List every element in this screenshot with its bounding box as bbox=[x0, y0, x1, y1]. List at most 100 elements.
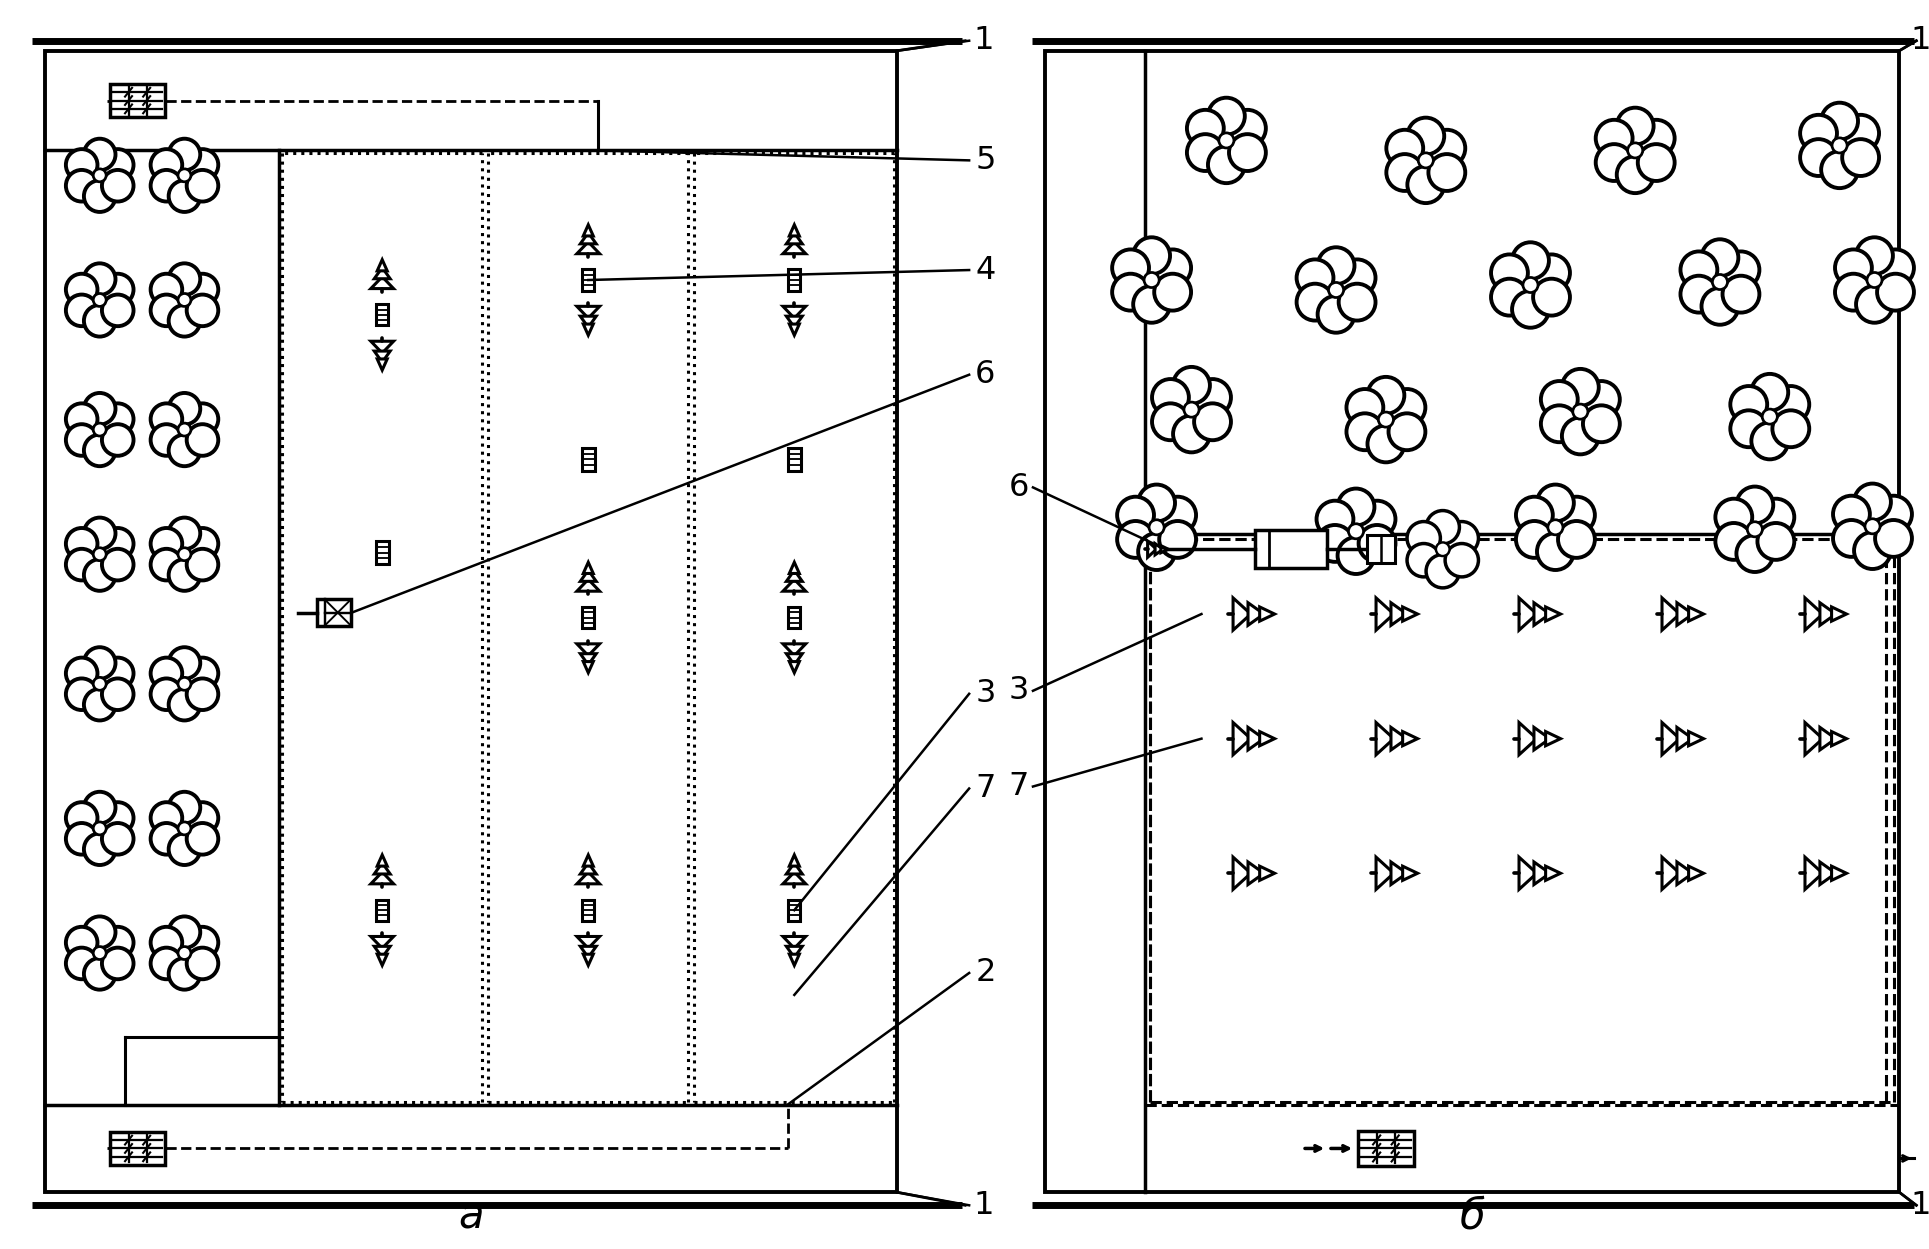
Polygon shape bbox=[1148, 541, 1157, 557]
Circle shape bbox=[66, 658, 98, 689]
Circle shape bbox=[187, 149, 218, 181]
Circle shape bbox=[168, 139, 201, 170]
Circle shape bbox=[1159, 497, 1196, 533]
Circle shape bbox=[1877, 250, 1914, 286]
Polygon shape bbox=[1391, 727, 1406, 749]
Polygon shape bbox=[1375, 722, 1395, 754]
Circle shape bbox=[102, 528, 133, 560]
Circle shape bbox=[1406, 522, 1441, 555]
Circle shape bbox=[187, 927, 218, 958]
Polygon shape bbox=[581, 232, 596, 244]
Circle shape bbox=[1512, 242, 1549, 279]
Polygon shape bbox=[1819, 603, 1836, 626]
Polygon shape bbox=[789, 562, 799, 573]
Circle shape bbox=[1763, 410, 1777, 425]
Polygon shape bbox=[783, 872, 806, 884]
Circle shape bbox=[1541, 406, 1578, 442]
Polygon shape bbox=[1375, 598, 1395, 631]
Circle shape bbox=[1723, 276, 1759, 312]
Circle shape bbox=[1752, 422, 1788, 460]
Circle shape bbox=[1427, 154, 1466, 191]
Circle shape bbox=[66, 425, 98, 456]
Circle shape bbox=[1757, 523, 1794, 560]
Circle shape bbox=[102, 927, 133, 958]
Circle shape bbox=[1723, 251, 1759, 289]
Circle shape bbox=[168, 958, 201, 989]
Polygon shape bbox=[378, 954, 388, 965]
Circle shape bbox=[187, 823, 218, 854]
Circle shape bbox=[85, 435, 116, 466]
Circle shape bbox=[1186, 110, 1223, 146]
Polygon shape bbox=[370, 937, 394, 948]
Polygon shape bbox=[378, 854, 388, 866]
Circle shape bbox=[1208, 97, 1244, 135]
Circle shape bbox=[1296, 260, 1333, 296]
Polygon shape bbox=[1545, 866, 1561, 881]
Bar bbox=[787, 448, 801, 471]
Circle shape bbox=[1638, 144, 1674, 181]
Polygon shape bbox=[370, 277, 394, 289]
Circle shape bbox=[1680, 251, 1717, 289]
Circle shape bbox=[150, 149, 181, 181]
Circle shape bbox=[168, 647, 201, 678]
Text: 1: 1 bbox=[1910, 1190, 1929, 1220]
Polygon shape bbox=[374, 947, 390, 958]
Text: а: а bbox=[459, 1195, 484, 1238]
Circle shape bbox=[1595, 144, 1632, 181]
Polygon shape bbox=[1233, 722, 1250, 754]
Circle shape bbox=[1730, 411, 1767, 447]
Circle shape bbox=[1159, 521, 1196, 558]
Text: 3: 3 bbox=[1009, 676, 1028, 706]
Circle shape bbox=[1628, 142, 1644, 157]
Polygon shape bbox=[1402, 732, 1418, 746]
Polygon shape bbox=[583, 323, 594, 335]
Circle shape bbox=[1389, 413, 1426, 450]
Circle shape bbox=[1701, 240, 1738, 276]
Polygon shape bbox=[378, 358, 388, 370]
Circle shape bbox=[150, 528, 181, 560]
Polygon shape bbox=[581, 316, 596, 327]
Circle shape bbox=[1715, 523, 1752, 560]
Circle shape bbox=[1154, 274, 1190, 311]
Bar bbox=[1358, 1132, 1414, 1165]
Circle shape bbox=[1617, 156, 1653, 194]
Circle shape bbox=[1821, 151, 1858, 189]
Text: 1: 1 bbox=[972, 25, 993, 56]
Circle shape bbox=[1152, 378, 1188, 416]
Circle shape bbox=[1713, 275, 1728, 290]
Circle shape bbox=[85, 139, 116, 170]
Circle shape bbox=[93, 822, 106, 834]
Polygon shape bbox=[577, 306, 600, 318]
Circle shape bbox=[168, 393, 201, 425]
Circle shape bbox=[177, 169, 191, 182]
Circle shape bbox=[1537, 485, 1574, 521]
Circle shape bbox=[187, 528, 218, 560]
Circle shape bbox=[102, 802, 133, 834]
Circle shape bbox=[187, 948, 218, 979]
Text: 2: 2 bbox=[976, 958, 995, 988]
Polygon shape bbox=[1518, 722, 1537, 754]
Bar bbox=[583, 448, 594, 471]
Circle shape bbox=[1435, 542, 1449, 556]
Circle shape bbox=[1144, 272, 1159, 287]
Circle shape bbox=[93, 548, 106, 561]
Circle shape bbox=[85, 393, 116, 425]
Polygon shape bbox=[378, 260, 388, 271]
Circle shape bbox=[1406, 543, 1441, 577]
Circle shape bbox=[187, 295, 218, 326]
Circle shape bbox=[187, 678, 218, 709]
Bar bbox=[789, 607, 801, 628]
Circle shape bbox=[187, 170, 218, 201]
Circle shape bbox=[1773, 386, 1809, 423]
Circle shape bbox=[85, 689, 116, 721]
Circle shape bbox=[1584, 406, 1620, 442]
Polygon shape bbox=[787, 232, 802, 244]
Circle shape bbox=[1773, 411, 1809, 447]
Circle shape bbox=[1339, 260, 1375, 296]
Text: 7: 7 bbox=[1009, 771, 1028, 802]
Bar bbox=[789, 899, 801, 921]
Circle shape bbox=[1856, 237, 1892, 274]
Polygon shape bbox=[1402, 607, 1418, 621]
Polygon shape bbox=[577, 937, 600, 948]
Text: 4: 4 bbox=[976, 255, 995, 286]
